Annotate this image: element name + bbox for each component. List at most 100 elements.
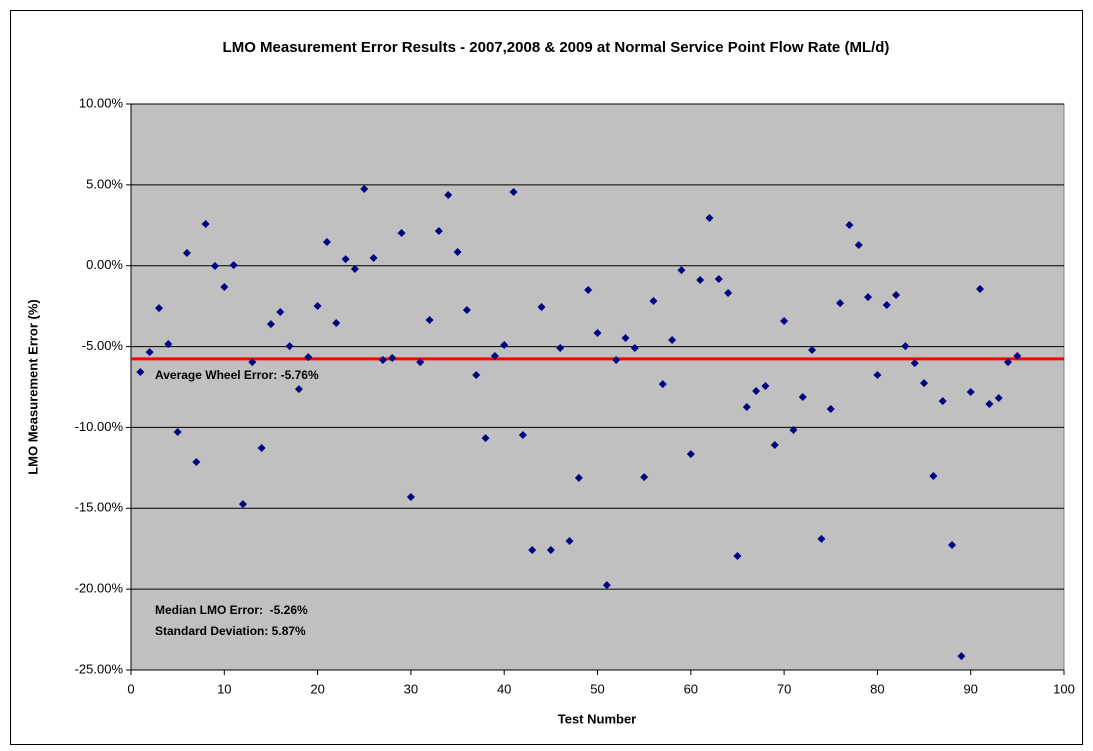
point (938, 397, 947, 406)
x-tick-label: 10 (217, 681, 231, 696)
y-tick-label: -25.00% (75, 661, 124, 676)
point (369, 253, 378, 262)
y-tick-label: 0.00% (86, 257, 123, 272)
point (556, 344, 565, 353)
x-tick-label: 0 (127, 681, 134, 696)
point (705, 214, 714, 223)
point (229, 261, 238, 270)
y-axis-label: LMO Measurement Error (%) (25, 299, 40, 475)
point (238, 500, 247, 509)
point (640, 473, 649, 482)
point (742, 403, 751, 412)
point (210, 262, 219, 271)
point (920, 379, 929, 388)
point (677, 266, 686, 275)
point (472, 371, 481, 380)
point (976, 285, 985, 294)
point (892, 290, 901, 299)
point (882, 301, 891, 310)
point (668, 335, 677, 344)
point (201, 219, 210, 228)
point (780, 317, 789, 326)
point (453, 247, 462, 256)
point (836, 299, 845, 308)
point (341, 255, 350, 264)
point (304, 353, 313, 362)
point (192, 458, 201, 467)
point (696, 275, 705, 284)
point (929, 471, 938, 480)
annotation: Median LMO Error: -5.26% (155, 603, 308, 617)
point (1013, 351, 1022, 360)
point (397, 229, 406, 238)
point (406, 492, 415, 501)
x-tick-label: 60 (684, 681, 698, 696)
y-tick-label: -15.00% (75, 500, 124, 515)
point (425, 316, 434, 325)
point (509, 187, 518, 196)
point (350, 264, 359, 273)
point (257, 443, 266, 452)
point (360, 185, 369, 194)
point (154, 304, 163, 313)
point (864, 293, 873, 302)
point (724, 289, 733, 298)
point (649, 296, 658, 305)
point (565, 536, 574, 545)
point (322, 237, 331, 246)
point (285, 342, 294, 351)
y-tick-label: -20.00% (75, 581, 124, 596)
plot-area (130, 103, 1065, 671)
point (313, 301, 322, 310)
point (798, 393, 807, 402)
point (630, 344, 639, 353)
point (136, 367, 145, 376)
y-tick-label: -5.00% (82, 338, 124, 353)
point (621, 334, 630, 343)
point (948, 540, 957, 549)
point (770, 441, 779, 450)
point (752, 387, 761, 396)
point (518, 431, 527, 440)
x-tick-label: 40 (497, 681, 511, 696)
point (220, 283, 229, 292)
point (733, 551, 742, 560)
x-tick-label: 100 (1053, 681, 1075, 696)
point (854, 241, 863, 250)
point (602, 581, 611, 590)
y-tick-label: 5.00% (86, 176, 123, 191)
point (826, 404, 835, 413)
point (500, 340, 509, 349)
point (173, 427, 182, 436)
x-tick-label: 50 (590, 681, 604, 696)
point (845, 220, 854, 229)
point (388, 354, 397, 363)
point (248, 358, 257, 367)
point (957, 652, 966, 661)
annotation: Average Wheel Error: -5.76% (155, 368, 319, 382)
point (164, 339, 173, 348)
point (182, 248, 191, 257)
x-tick-label: 80 (870, 681, 884, 696)
point (276, 307, 285, 316)
point (574, 473, 583, 482)
point (910, 359, 919, 368)
point (714, 274, 723, 283)
point (808, 345, 817, 354)
x-axis-label: Test Number (558, 711, 637, 726)
point (537, 302, 546, 311)
point (145, 348, 154, 357)
x-tick-label: 70 (777, 681, 791, 696)
point (294, 385, 303, 394)
point (266, 320, 275, 329)
annotation: Standard Deviation: 5.87% (155, 624, 306, 638)
point (332, 318, 341, 327)
x-tick-label: 20 (310, 681, 324, 696)
point (378, 355, 387, 364)
point (528, 546, 537, 555)
x-tick-label: 30 (404, 681, 418, 696)
point (686, 450, 695, 459)
x-tick-label: 90 (963, 681, 977, 696)
point (817, 534, 826, 543)
